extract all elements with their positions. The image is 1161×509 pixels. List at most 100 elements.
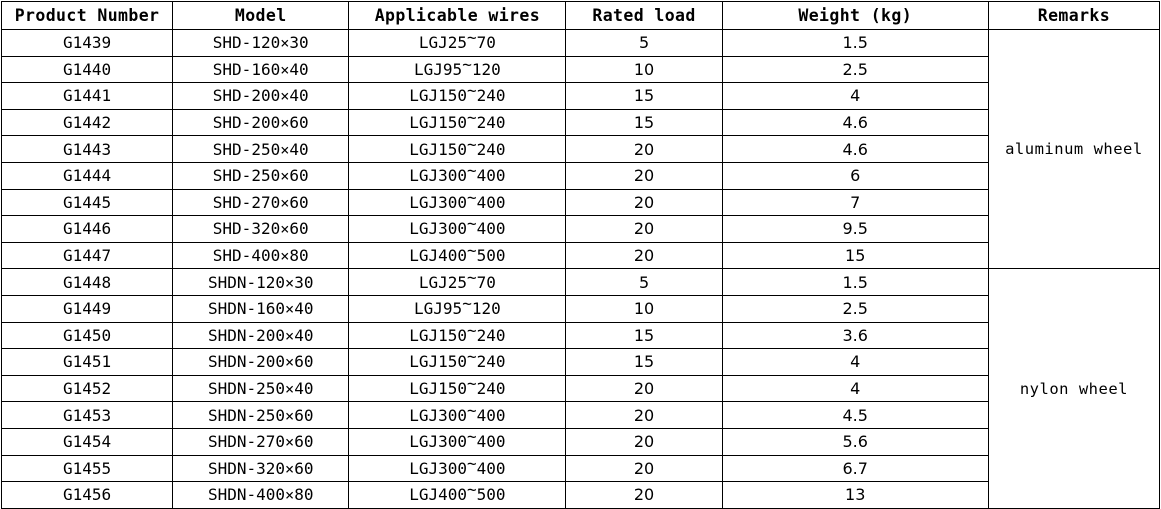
range-tilde: ~ — [467, 348, 477, 367]
range-tilde: ~ — [467, 268, 477, 287]
cell-applicable-wires: LGJ95~120 — [348, 55, 567, 84]
multiply-sign: × — [280, 193, 290, 212]
column-header-product-number: Product Number — [0, 1, 174, 30]
range-tilde: ~ — [467, 29, 477, 48]
range-tilde: ~ — [467, 162, 477, 181]
cell-product-number: G1439 — [0, 29, 174, 57]
table-row: G1452 SHDN-250×40 LGJ150~240 20 4 — [0, 374, 1160, 403]
cell-product-number: G1447 — [0, 241, 174, 270]
cell-remarks: nylon wheel — [987, 268, 1161, 509]
cell-rated-load: 10 — [565, 55, 723, 84]
column-header-weight: Weight (kg) — [721, 1, 989, 30]
table-row: G1444 SHD-250×60 LGJ300~400 20 6 — [0, 161, 1160, 190]
multiply-sign: × — [285, 459, 295, 478]
table-row: G1445 SHD-270×60 LGJ300~400 20 7 — [0, 188, 1160, 217]
multiply-sign: × — [280, 247, 290, 266]
cell-rated-load: 10 — [565, 294, 723, 323]
table-header: Product Number Model Applicable wires Ra… — [0, 1, 1161, 30]
cell-applicable-wires: LGJ300~400 — [348, 427, 567, 456]
cell-applicable-wires: LGJ150~240 — [348, 135, 567, 163]
cell-weight: 4.5 — [721, 401, 989, 429]
cell-rated-load: 20 — [565, 241, 723, 270]
cell-model: SHD-200×60 — [172, 108, 350, 137]
cell-weight: 9.5 — [721, 215, 989, 243]
cell-weight: 1.5 — [721, 29, 989, 57]
cell-rated-load: 5 — [565, 268, 723, 296]
cell-applicable-wires: LGJ400~500 — [348, 241, 567, 270]
cell-weight: 2.5 — [721, 294, 989, 323]
cell-product-number: G1442 — [0, 108, 174, 137]
table-row: G1448 SHDN-120×30 LGJ25~70 5 1.5 nylon wheel — [0, 268, 1161, 509]
cell-applicable-wires: LGJ300~400 — [348, 215, 567, 243]
cell-weight: 3.6 — [721, 321, 989, 350]
table-row: G1441 SHD-200×40 LGJ150~240 15 4 — [0, 82, 1160, 110]
cell-applicable-wires: LGJ300~400 — [348, 401, 567, 429]
cell-applicable-wires: LGJ300~400 — [348, 161, 567, 190]
cell-product-number: G1450 — [0, 321, 174, 350]
range-tilde: ~ — [467, 401, 477, 420]
cell-weight: 13 — [721, 481, 989, 509]
table-row: G1443 SHD-250×40 LGJ150~240 20 4.6 — [0, 135, 1160, 163]
cell-applicable-wires: LGJ150~240 — [348, 82, 567, 110]
range-tilde: ~ — [467, 242, 477, 260]
cell-weight: 2.5 — [721, 55, 989, 84]
cell-model: SHD-320×60 — [172, 215, 350, 243]
cell-weight: 6.7 — [721, 454, 989, 483]
multiply-sign: × — [285, 273, 295, 292]
cell-product-number: G1454 — [0, 427, 174, 456]
cell-applicable-wires: LGJ25~70 — [348, 268, 567, 296]
cell-rated-load: 5 — [565, 29, 723, 57]
multiply-sign: × — [280, 167, 290, 186]
multiply-sign: × — [285, 486, 295, 505]
cell-model: SHDN-250×60 — [172, 401, 350, 429]
table-row: G1456 SHDN-400×80 LGJ400~500 20 13 — [0, 481, 1160, 509]
multiply-sign: × — [280, 60, 290, 79]
cell-model: SHD-250×40 — [172, 135, 350, 163]
cell-applicable-wires: LGJ95~120 — [348, 294, 567, 323]
cell-product-number: G1440 — [0, 55, 174, 84]
range-tilde: ~ — [467, 428, 477, 447]
cell-product-number: G1444 — [0, 161, 174, 190]
table-row: G1449 SHDN-160×40 LGJ95~120 10 2.5 — [0, 294, 1160, 323]
multiply-sign: × — [285, 300, 295, 319]
multiply-sign: × — [285, 353, 295, 372]
table-row: G1453 SHDN-250×60 LGJ300~400 20 4.5 — [0, 401, 1160, 429]
cell-product-number: G1441 — [0, 82, 174, 110]
cell-model: SHDN-160×40 — [172, 294, 350, 323]
cell-model: SHDN-400×80 — [172, 481, 350, 509]
cell-weight: 6 — [721, 161, 989, 190]
cell-applicable-wires: LGJ25~70 — [348, 29, 567, 57]
cell-product-number: G1455 — [0, 454, 174, 483]
range-tilde: ~ — [467, 375, 477, 393]
table-row: G1455 SHDN-320×60 LGJ300~400 20 6.7 — [0, 454, 1160, 483]
cell-product-number: G1452 — [0, 374, 174, 403]
table-row: G1454 SHDN-270×60 LGJ300~400 20 5.6 — [0, 427, 1160, 456]
cell-applicable-wires: LGJ150~240 — [348, 321, 567, 350]
cell-rated-load: 20 — [565, 374, 723, 403]
cell-model: SHD-200×40 — [172, 82, 350, 110]
range-tilde: ~ — [467, 189, 477, 207]
multiply-sign: × — [285, 326, 295, 345]
cell-model: SHD-120×30 — [172, 29, 350, 57]
cell-model: SHDN-120×30 — [172, 268, 350, 296]
table-row: G1450 SHDN-200×40 LGJ150~240 15 3.6 — [0, 321, 1160, 350]
cell-remarks: aluminum wheel — [987, 28, 1161, 270]
cell-product-number: G1448 — [0, 268, 174, 296]
cell-rated-load: 20 — [565, 215, 723, 243]
cell-product-number: G1445 — [0, 188, 174, 217]
cell-rated-load: 15 — [565, 321, 723, 350]
cell-product-number: G1453 — [0, 401, 174, 429]
cell-product-number: G1449 — [0, 294, 174, 323]
cell-rated-load: 20 — [565, 427, 723, 456]
cell-weight: 4 — [721, 374, 989, 403]
cell-model: SHDN-250×40 — [172, 374, 350, 403]
cell-rated-load: 20 — [565, 454, 723, 483]
cell-applicable-wires: LGJ300~400 — [348, 188, 567, 217]
cell-rated-load: 15 — [565, 348, 723, 376]
table-body: G1439 SHD-120×30 LGJ25~70 5 1.5 aluminum whee… — [0, 28, 1161, 509]
range-tilde: ~ — [467, 109, 477, 127]
cell-rated-load: 20 — [565, 401, 723, 429]
range-tilde: ~ — [467, 481, 477, 500]
cell-weight: 4.6 — [721, 108, 989, 137]
table-row: G1440 SHD-160×40 LGJ95~120 10 2.5 — [0, 55, 1160, 84]
